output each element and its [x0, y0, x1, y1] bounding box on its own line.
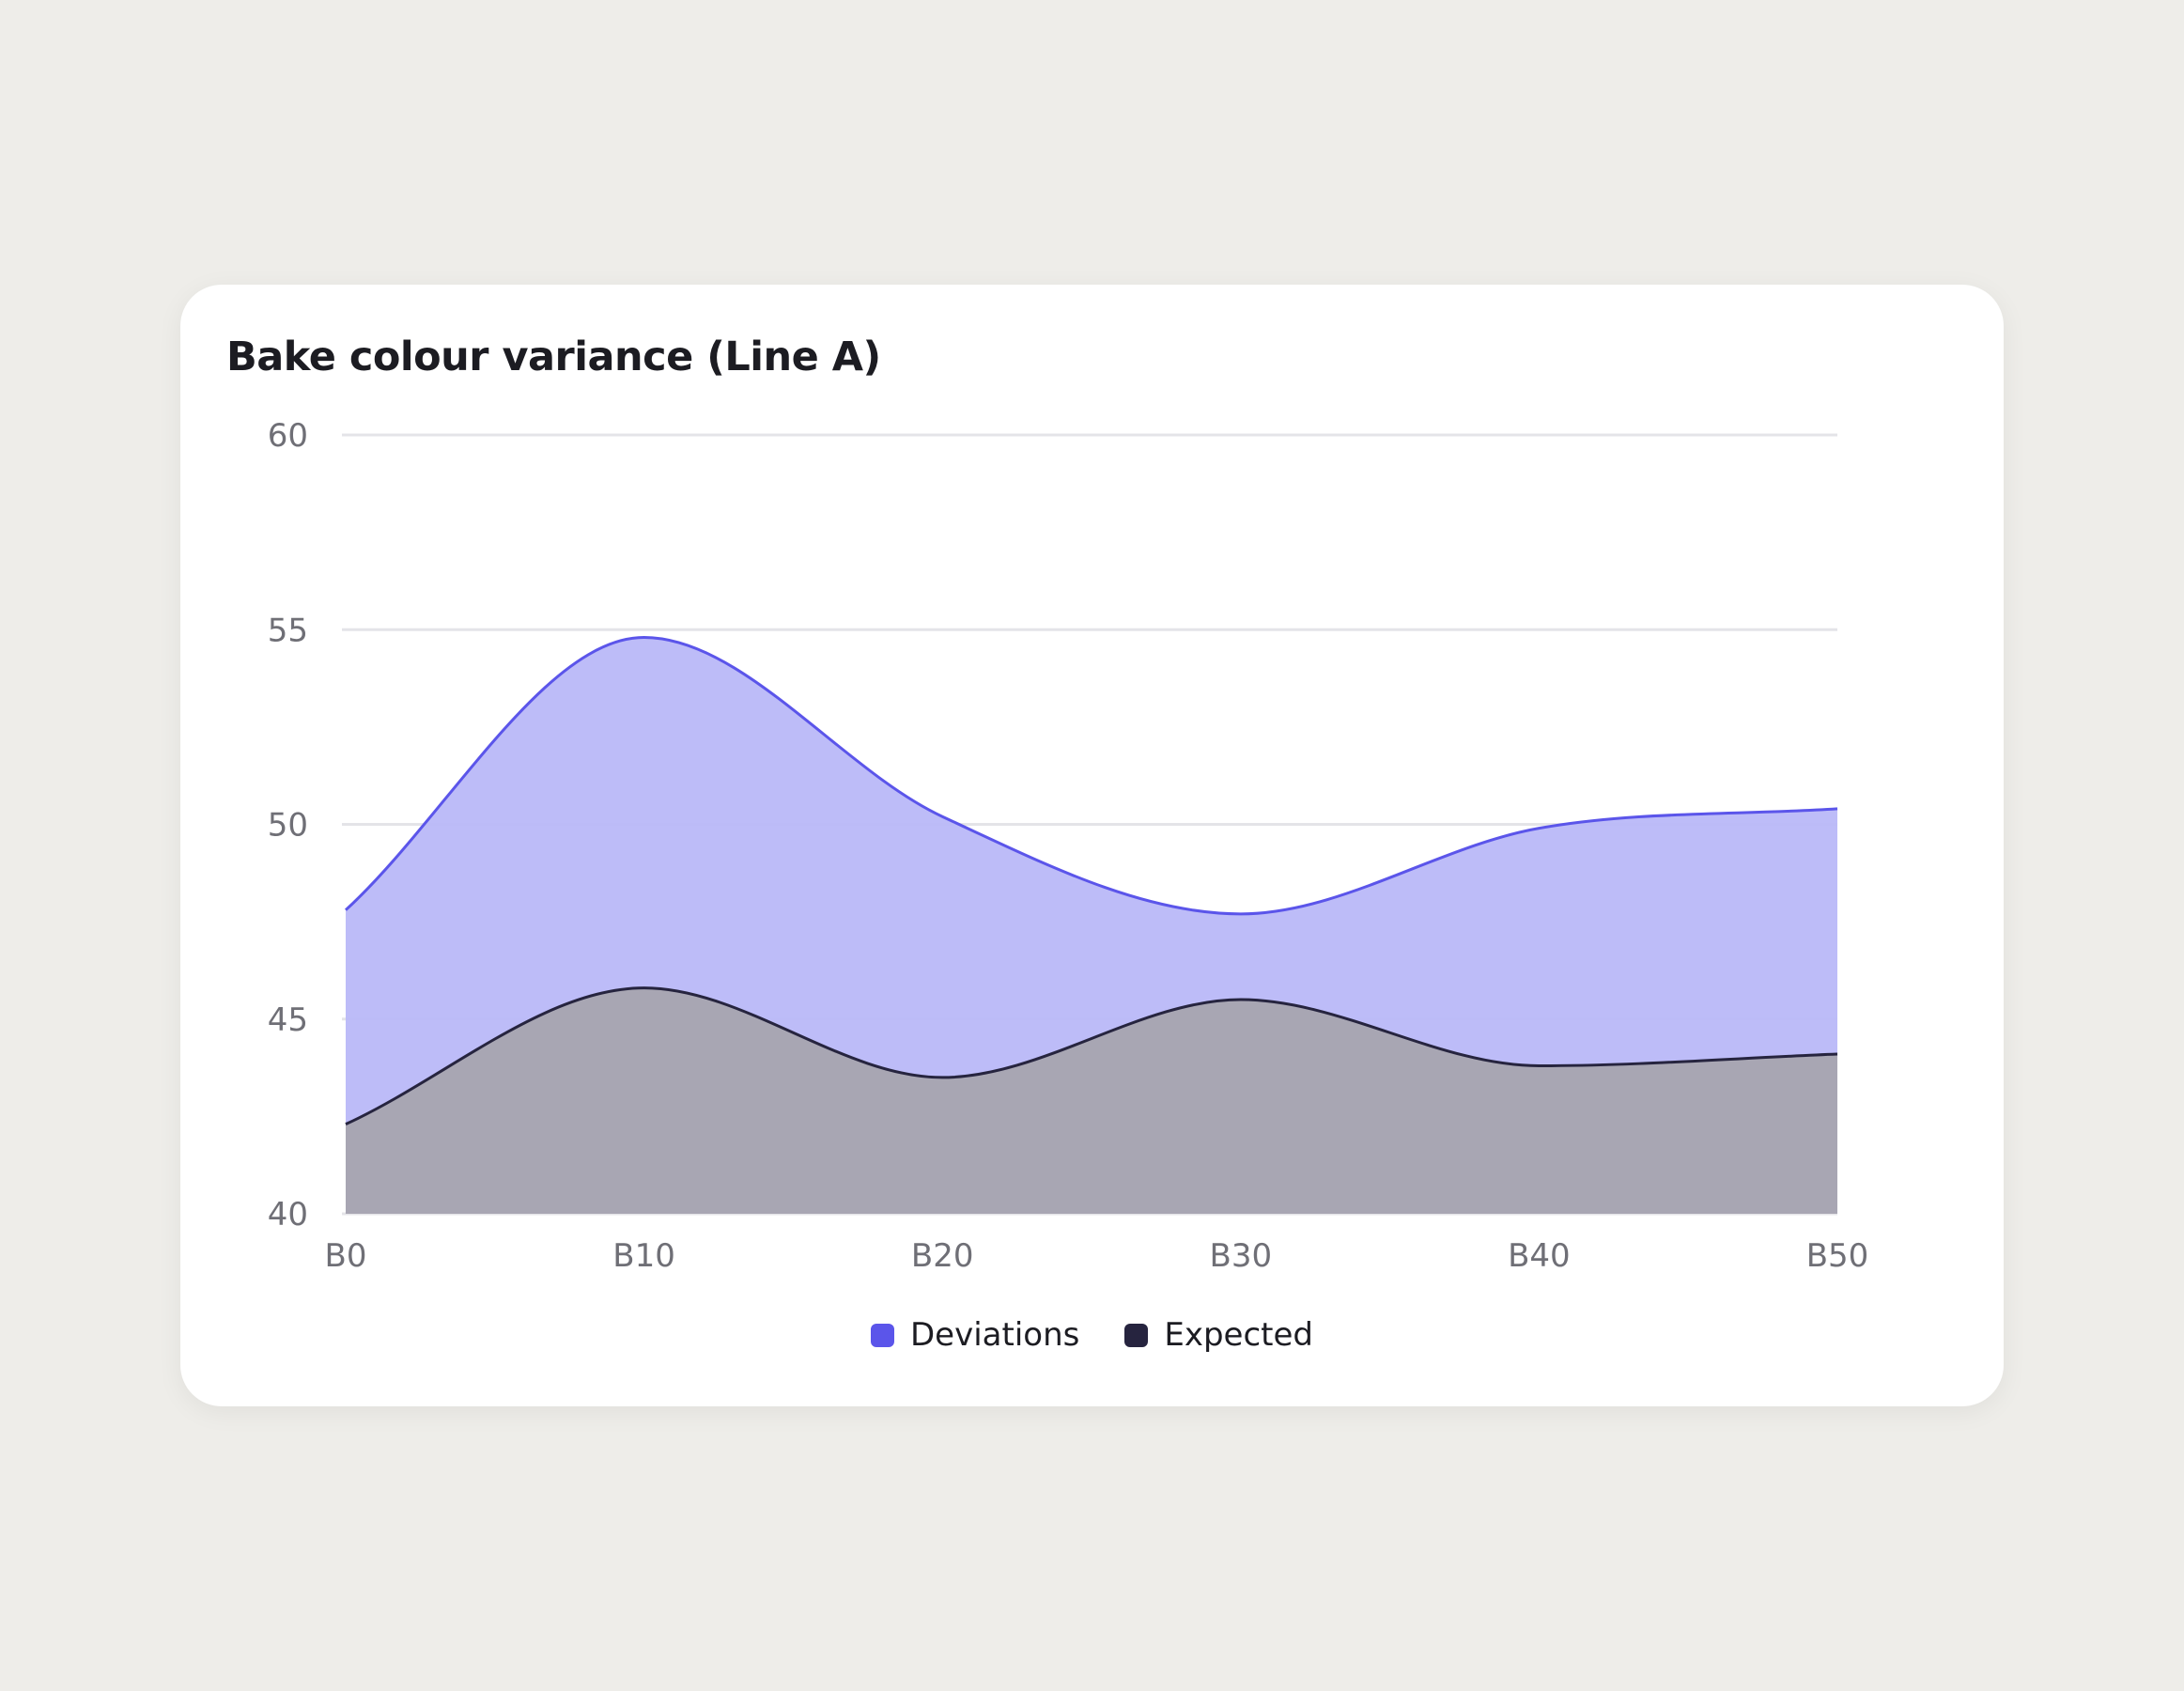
- y-tick-label: 40: [268, 1196, 308, 1233]
- y-tick-label: 60: [268, 417, 308, 455]
- y-tick-label: 50: [268, 807, 308, 845]
- y-tick-label: 45: [268, 1001, 308, 1039]
- legend-item-deviations: Deviations: [871, 1316, 1079, 1354]
- series-line-deviations: [344, 636, 1838, 916]
- x-axis-ticks: B0 B10 B20 B30 B40 B50: [325, 1237, 1869, 1275]
- legend-label: Expected: [1164, 1316, 1313, 1354]
- legend-label: Deviations: [910, 1316, 1080, 1354]
- legend-item-expected: Expected: [1124, 1316, 1313, 1354]
- y-tick-label: 55: [268, 612, 308, 649]
- series-areas: [344, 636, 1838, 1214]
- x-tick-label: B20: [911, 1237, 974, 1275]
- legend-swatch: [871, 1323, 894, 1347]
- x-tick-label: B50: [1806, 1237, 1869, 1275]
- chart-title: Bake colour variance (Line A): [226, 334, 881, 380]
- x-tick-label: B0: [325, 1237, 367, 1275]
- legend-swatch: [1124, 1323, 1149, 1347]
- area-chart: 40 45 50 55 60 B0 B10 B20 B30 B40 B50: [268, 417, 1869, 1275]
- x-tick-label: B10: [612, 1237, 675, 1275]
- chart-card: Bake colour variance (Line A) 40 45 50 55 60…: [180, 285, 2004, 1406]
- legend: Deviations Expected: [180, 1316, 2004, 1354]
- x-tick-label: B30: [1210, 1237, 1273, 1275]
- x-tick-label: B40: [1508, 1237, 1571, 1275]
- series-line-expected: [345, 986, 1838, 1126]
- series-area-expected: [346, 987, 1837, 1214]
- y-axis-ticks: 40 45 50 55 60: [268, 417, 308, 1233]
